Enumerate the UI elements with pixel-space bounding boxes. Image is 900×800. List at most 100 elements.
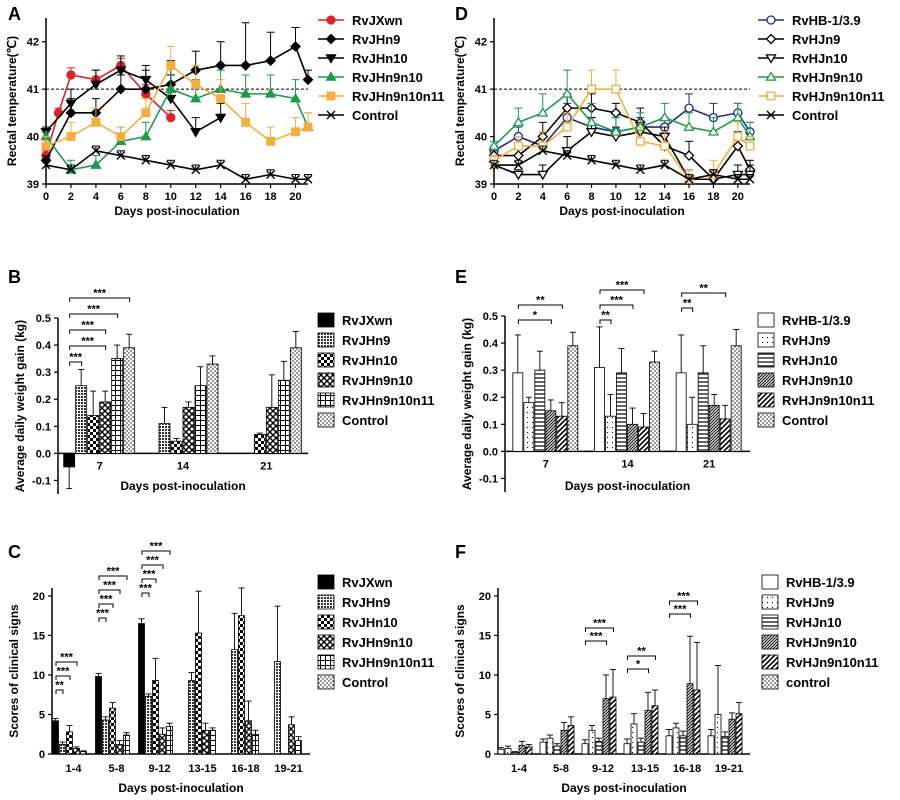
data-point: [611, 160, 621, 170]
panel-f-significance-bracket: *: [627, 659, 649, 673]
panel-f-y-label: Scores of clinical signs: [453, 604, 467, 738]
bracket-line: [141, 550, 171, 555]
bar: [534, 369, 546, 452]
legend-swatch: [761, 614, 779, 630]
data-point: [684, 174, 694, 184]
bar: [539, 741, 547, 755]
panel-f-category-label: 1-4: [511, 763, 528, 775]
bar: [638, 426, 649, 452]
panel-f-significance-bracket: ***: [585, 631, 607, 645]
legend-swatch: [757, 372, 775, 388]
data-point: [291, 174, 301, 184]
panel-d-legend-entry: RvHB-1/3.9: [758, 13, 861, 28]
bar: [170, 440, 183, 454]
data-point: [41, 141, 51, 151]
bar: [289, 347, 302, 454]
panel-b-category-label: 21: [260, 460, 272, 472]
panel-f-y-tick-label: 20: [479, 591, 491, 603]
panel-f-significance-bracket: **: [627, 646, 656, 660]
bar: [87, 415, 100, 454]
bracket-line: [627, 668, 649, 673]
panel-b-y-tick-label: 0.0: [36, 448, 51, 460]
data-point: [732, 140, 744, 152]
bar: [735, 713, 743, 755]
data-point: [302, 74, 314, 86]
data-point: [291, 127, 300, 137]
panel-a-x-tick-label: 14: [215, 191, 228, 203]
bar: [630, 723, 638, 755]
panel-a-y-tick-label: 41: [27, 84, 39, 96]
panel-b-letter: B: [8, 267, 21, 287]
panel-b-y-tick-label: 0.1: [36, 421, 51, 433]
data-point: [191, 79, 201, 89]
panel-c-legend-entry: Control: [317, 674, 388, 690]
panel-a-x-tick-label: 4: [93, 191, 100, 203]
panel-d-series-rvhjn9n10: [488, 69, 756, 150]
panel-f-y-tick-label: 5: [485, 709, 491, 721]
bar: [52, 720, 59, 755]
bar: [686, 423, 698, 452]
panel-e-series-rvhjn10: [534, 345, 709, 452]
panel-c-significance-bracket: ***: [141, 541, 171, 555]
data-point: [90, 159, 102, 169]
panel-f-category-label: 5-8: [553, 763, 569, 775]
panel-c-significance-bracket: ***: [96, 608, 110, 622]
bar: [497, 748, 505, 755]
bracket-line: [585, 640, 607, 645]
bar: [512, 372, 524, 452]
bar: [637, 741, 645, 755]
panel-a-legend-entry: RvJHn9: [318, 32, 400, 47]
bar: [123, 347, 136, 454]
panel-d-letter: D: [455, 4, 468, 24]
bar: [594, 367, 605, 452]
bar: [556, 415, 568, 452]
panel-f-series-rvhjn9: [504, 665, 722, 755]
significance-label: **: [699, 283, 708, 295]
series-line: [45, 149, 308, 181]
panel-f-legend-entry: RvHJn9n10: [761, 634, 857, 650]
data-point: [141, 108, 151, 118]
data-point: [65, 99, 77, 110]
panel-d-x-tick-label: 12: [634, 191, 646, 203]
data-point: [241, 117, 251, 127]
significance-label: ***: [139, 583, 153, 595]
bar: [697, 372, 709, 452]
legend-label: Control: [792, 108, 838, 123]
panel-f-category-label: 13-15: [631, 763, 659, 775]
legend-label: RvHJn9: [792, 32, 840, 47]
significance-label: **: [637, 646, 646, 658]
bracket-line: [69, 361, 83, 366]
bar: [66, 731, 73, 755]
panel-c-legend-entry: RvJHn9n10: [317, 634, 413, 650]
bar: [80, 751, 87, 755]
data-point: [733, 174, 743, 184]
legend-label: RvJHn9: [342, 595, 390, 610]
data-point: [91, 146, 101, 156]
data-point: [91, 117, 101, 127]
legend-swatch: [757, 412, 775, 428]
bar: [277, 379, 290, 454]
legend-marker: [326, 110, 336, 120]
bar: [99, 401, 112, 454]
panel-b-significance-bracket: ***: [69, 352, 83, 366]
data-point: [166, 60, 176, 70]
panel-e: E -0.1 0.0 0.1 0.2 0.3 0.4 0.5 7 14 21 Days post-in…: [455, 267, 875, 493]
legend-swatch: [317, 392, 335, 408]
panel-f-legend-entry: RvHJn10: [761, 614, 842, 630]
panel-c-x-label: Days post-inoculation: [118, 781, 243, 795]
bar: [602, 698, 610, 755]
bar: [567, 725, 575, 755]
legend-label: RvJHn10: [342, 615, 398, 630]
data-point: [587, 155, 597, 165]
panel-b-y-tick-label: 0.3: [36, 367, 51, 379]
panel-a-legend-entry: Control: [318, 108, 398, 123]
panel-a-y-tick-label: 39: [27, 179, 39, 191]
legend-label: RvJHn9n10n11: [342, 655, 435, 670]
data-point: [116, 151, 126, 161]
data-point: [512, 116, 525, 127]
legend-swatch: [317, 372, 335, 388]
bar: [523, 402, 535, 452]
panel-a-x-tick-label: 18: [264, 191, 276, 203]
panel-e-y-tick-label: 0.2: [483, 392, 498, 404]
bar: [595, 740, 603, 755]
